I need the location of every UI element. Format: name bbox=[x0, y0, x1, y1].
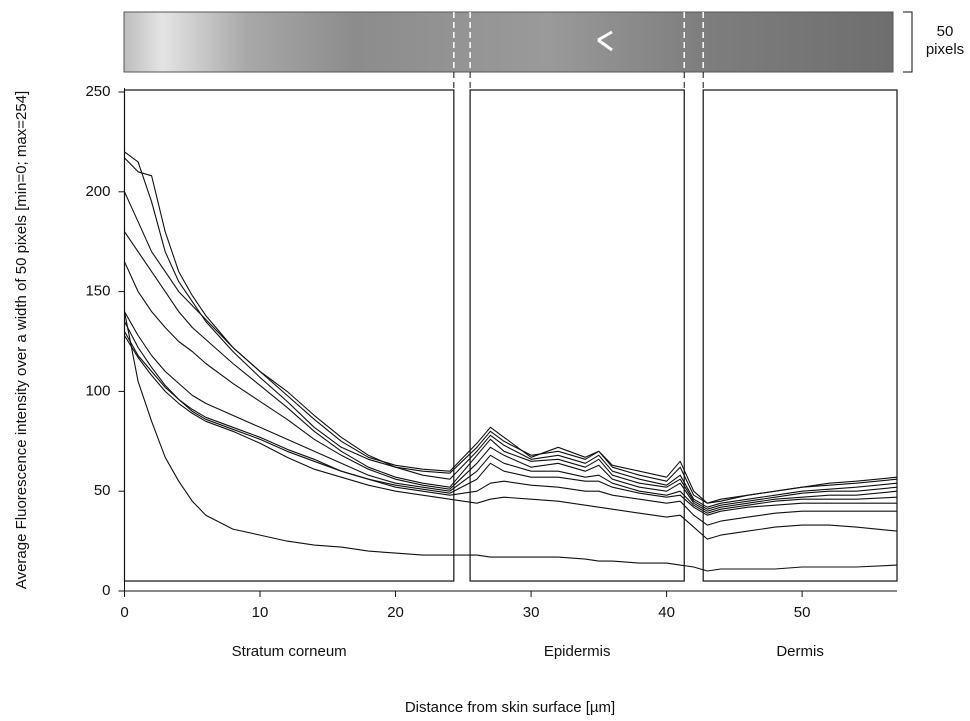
data-line bbox=[125, 262, 898, 512]
region-box bbox=[125, 90, 454, 581]
y-tick-label: 200 bbox=[85, 183, 110, 200]
data-line bbox=[125, 192, 898, 507]
y-tick-label: 50 bbox=[94, 482, 111, 499]
data-line bbox=[125, 158, 898, 503]
x-tick-label: 0 bbox=[120, 604, 128, 621]
x-tick-label: 10 bbox=[252, 604, 269, 621]
x-tick-label: 50 bbox=[794, 604, 811, 621]
data-line bbox=[125, 336, 898, 540]
data-line bbox=[125, 152, 898, 503]
y-tick-label: 0 bbox=[102, 582, 110, 599]
y-tick-label: 150 bbox=[85, 283, 110, 300]
y-tick-label: 250 bbox=[85, 83, 110, 100]
chart: 50 pixels Distance from skin surface [µm… bbox=[0, 0, 970, 721]
region-label: Stratum corneum bbox=[232, 643, 347, 660]
y-tick-label: 100 bbox=[85, 382, 110, 399]
scale-label: pixels bbox=[926, 41, 964, 58]
region-box bbox=[470, 90, 684, 581]
microscope-strip bbox=[124, 12, 893, 72]
scale-label: 50 bbox=[937, 23, 954, 40]
x-tick-label: 20 bbox=[387, 604, 404, 621]
region-label: Epidermis bbox=[544, 643, 611, 660]
page: {"chart_data": { "type": "line", "x_labe… bbox=[0, 0, 970, 721]
data-line bbox=[125, 312, 898, 571]
x-tick-label: 40 bbox=[658, 604, 675, 621]
y-axis-title: Average Fluorescence intensity over a wi… bbox=[13, 91, 30, 589]
x-axis-title: Distance from skin surface [µm] bbox=[405, 699, 615, 716]
x-tick-label: 30 bbox=[523, 604, 540, 621]
region-label: Dermis bbox=[776, 643, 824, 660]
data-line bbox=[125, 312, 898, 514]
scale-bracket bbox=[903, 12, 912, 72]
data-line bbox=[125, 232, 898, 510]
